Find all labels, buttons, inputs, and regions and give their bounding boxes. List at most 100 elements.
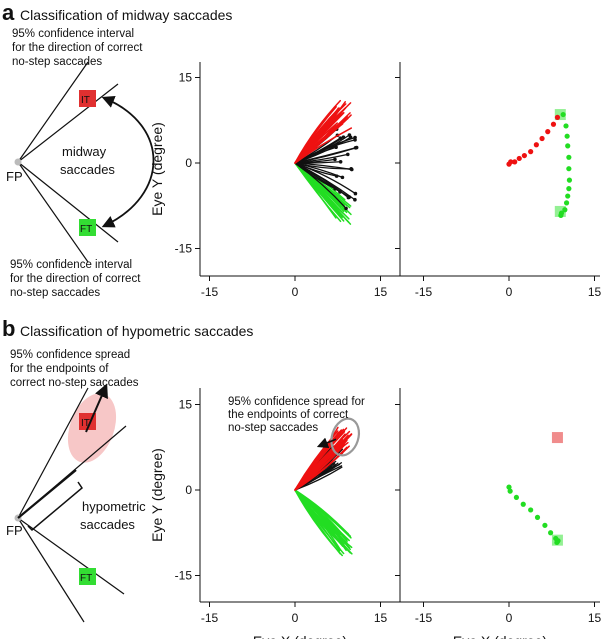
y-axis-label: Eye Y (degree) xyxy=(149,448,165,542)
confidence-ellipse xyxy=(330,417,361,457)
data-point xyxy=(513,494,520,501)
panel-b-schematic: FP IT FT hypometric saccades xyxy=(6,383,146,623)
x-tick-label: 15 xyxy=(374,285,388,299)
midway-arrow xyxy=(101,95,155,228)
panel-a-note-bottom-2: for the direction of correct xyxy=(10,273,141,285)
trace-black xyxy=(294,146,358,164)
x-axis-label: Eye X (degree) xyxy=(253,633,347,639)
trace-green xyxy=(294,489,351,549)
x-tick-label: -15 xyxy=(201,611,219,625)
ci-line-upper-2 xyxy=(17,83,119,163)
series-red xyxy=(294,99,353,164)
ci-line-upper-1 xyxy=(17,387,89,519)
data-point xyxy=(542,522,548,528)
annotation-arrow xyxy=(316,437,337,448)
panel-a-note-top-1: 95% confidence interval xyxy=(12,28,134,40)
panel-a-note-top-3: no-step saccades xyxy=(12,56,102,68)
y-tick-label: 0 xyxy=(185,483,192,497)
plot-a-left: -15 0 15 -15 0 15 Eye Y (degree) xyxy=(149,62,400,299)
ft-label: FT xyxy=(80,224,92,235)
panel-b-title: Classification of hypometric saccades xyxy=(20,323,253,339)
panel-b-note-top-3: correct no-step saccades xyxy=(10,377,139,389)
trace-endpoint xyxy=(338,159,343,164)
ft-label: FT xyxy=(80,573,92,584)
trace-endpoint xyxy=(344,206,348,211)
data-point xyxy=(528,507,534,513)
data-point xyxy=(528,149,534,155)
panel-a-title: Classification of midway saccades xyxy=(20,7,232,23)
data-point xyxy=(566,154,572,160)
fp-label: FP xyxy=(6,169,23,184)
trace-endpoint xyxy=(353,197,357,202)
trace-black xyxy=(294,162,341,193)
y-tick-label: 15 xyxy=(179,398,193,412)
y-tick-label: 15 xyxy=(179,71,193,85)
midway-label-1: midway xyxy=(62,144,107,159)
y-tick-label: 0 xyxy=(185,156,192,170)
y-tick-label: -15 xyxy=(175,569,193,583)
spread-arrow xyxy=(85,383,108,433)
trace-black xyxy=(294,139,356,164)
trace-endpoint xyxy=(345,152,350,157)
data-point xyxy=(563,123,569,129)
target-square xyxy=(554,109,566,121)
x-tick-label: 15 xyxy=(588,285,602,299)
ci-line-lower-1 xyxy=(17,161,119,243)
data-point xyxy=(564,133,570,139)
ci-line-lower-1 xyxy=(17,517,125,595)
hypometric-label-2: saccades xyxy=(80,517,135,532)
data-point xyxy=(539,135,545,142)
data-point xyxy=(563,200,570,206)
hypometric-saccade-line xyxy=(17,469,77,519)
x-tick-label: -15 xyxy=(201,285,219,299)
target-square xyxy=(551,432,563,444)
data-point xyxy=(565,143,571,149)
data-point xyxy=(554,539,560,546)
data-point xyxy=(566,177,573,183)
data-point xyxy=(566,186,572,192)
hypometric-label-1: hypometric xyxy=(82,499,146,514)
panel-a-note-bottom-3: no-step saccades xyxy=(10,287,100,299)
ci-line-lower-2 xyxy=(17,517,85,623)
trace-endpoint xyxy=(333,157,337,162)
final-target xyxy=(79,219,96,236)
trace-endpoint xyxy=(349,167,353,171)
trace-endpoint xyxy=(348,135,353,140)
data-point xyxy=(533,142,539,148)
plot-b-right: -15 0 15 Eye X (degree) xyxy=(395,388,601,639)
x-tick-label: 0 xyxy=(292,285,299,299)
x-tick-label: 0 xyxy=(506,611,513,625)
fixation-point xyxy=(14,158,22,166)
trace-red xyxy=(294,115,340,164)
data-point xyxy=(545,129,551,135)
x-tick-label: 15 xyxy=(588,611,602,625)
data-point xyxy=(507,488,513,494)
ci-line-lower-2 xyxy=(17,161,89,263)
data-point xyxy=(516,155,522,162)
it-label: IT xyxy=(81,95,90,106)
final-target xyxy=(79,568,96,585)
y-tick-label: -15 xyxy=(175,242,193,256)
plot-annotation-line: the endpoints of correct xyxy=(228,409,349,421)
x-tick-label: 0 xyxy=(292,611,299,625)
x-tick-label: -15 xyxy=(415,611,433,625)
data-point xyxy=(512,159,518,165)
data-point xyxy=(521,152,527,159)
trace-endpoint xyxy=(346,195,351,200)
y-axis-label: Eye Y (degree) xyxy=(149,122,165,216)
data-point xyxy=(534,514,541,520)
x-tick-label: 15 xyxy=(374,611,388,625)
x-axis-label: Eye X (degree) xyxy=(453,633,547,639)
series-green xyxy=(506,484,561,546)
series-red xyxy=(294,426,353,491)
data-point xyxy=(565,193,571,199)
data-point xyxy=(558,212,564,219)
data-point xyxy=(548,530,554,536)
plot-annotation-line: 95% confidence spread for xyxy=(228,396,365,408)
plot-b-left: -15 0 15 -15 0 15 Eye Y (degree) Eye X (degree)… xyxy=(149,388,400,639)
panel-a-letter: a xyxy=(2,0,15,25)
data-point xyxy=(550,121,557,127)
it-label: IT xyxy=(81,418,90,429)
hypometric-bracket xyxy=(27,481,83,532)
